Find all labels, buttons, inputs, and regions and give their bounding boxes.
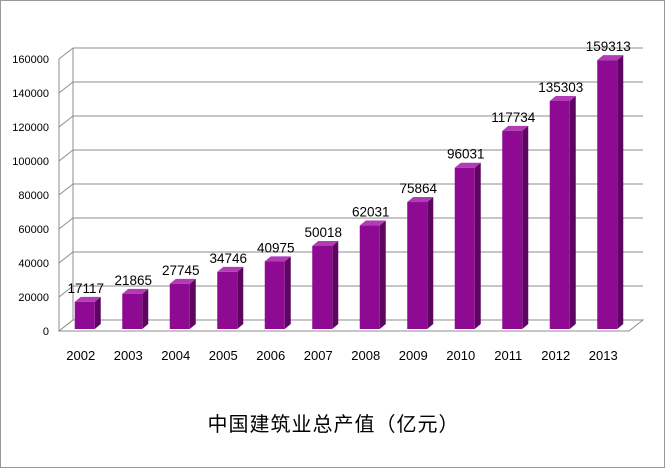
bar (74, 296, 101, 329)
y-tick-label: 120000 (12, 122, 49, 134)
data-label: 96031 (447, 147, 485, 162)
bar-side (237, 266, 244, 329)
y-tick-label: 60000 (18, 224, 49, 236)
bar-side (427, 197, 434, 329)
y-tick-label: 80000 (18, 190, 49, 202)
x-tick-label: 2013 (589, 348, 618, 363)
bar-front (169, 283, 190, 329)
y-tick-label: 100000 (12, 156, 49, 168)
y-tick-label: 40000 (18, 258, 49, 270)
x-tick-label: 2004 (161, 348, 190, 363)
data-label: 117734 (491, 110, 536, 125)
bar-top (169, 278, 196, 284)
data-label: 34746 (209, 251, 247, 266)
x-tick-label: 2002 (66, 348, 95, 363)
bar-front (217, 271, 238, 329)
x-tick-label: 2008 (351, 348, 380, 363)
x-tick-label: 2006 (256, 348, 285, 363)
bar-top (122, 288, 149, 294)
gridline-diag (58, 183, 74, 196)
bar-top (74, 296, 101, 302)
bar-top (217, 266, 244, 272)
bar-side (142, 288, 149, 329)
floor (57, 319, 645, 332)
bar-top (549, 95, 576, 101)
bar-top (264, 256, 291, 262)
x-tick-label: 2007 (304, 348, 333, 363)
y-tick-label: 0 (43, 326, 49, 338)
data-label: 135303 (538, 80, 583, 95)
y-tick-label: 160000 (12, 54, 49, 66)
bar-chart: 0 20000 40000 60000 80000 100000 120000 140000 1… (12, 39, 645, 363)
gridline-diag (58, 149, 74, 162)
bar (122, 288, 149, 329)
x-tick-label: 2012 (541, 348, 570, 363)
x-tick-label: 2010 (446, 348, 475, 363)
bar-front (264, 261, 285, 329)
bar (312, 240, 339, 329)
bar (264, 256, 291, 329)
data-label: 62031 (352, 205, 390, 220)
gridline-diag (58, 81, 74, 94)
bar-top (597, 55, 624, 61)
data-label: 50018 (304, 225, 342, 240)
bar-front (502, 130, 523, 329)
bar-side (332, 240, 339, 329)
gridline-diag (58, 285, 74, 298)
bar (169, 278, 196, 329)
bar-front (312, 245, 333, 329)
bars (74, 55, 624, 330)
chart-title: 中国建筑业总产值（亿元） (207, 412, 460, 436)
bar-top (454, 162, 481, 168)
bar (217, 266, 244, 329)
y-tick-label: 20000 (18, 292, 49, 304)
data-label: 159313 (586, 39, 631, 54)
bar-front (122, 293, 143, 329)
bar-top (502, 125, 529, 131)
y-tick-label: 140000 (12, 88, 49, 100)
bar-front (407, 202, 428, 329)
bar-front (597, 60, 618, 329)
data-label: 27745 (162, 263, 200, 278)
bar-side (94, 296, 101, 329)
bar-front (74, 301, 95, 329)
bar-side (379, 220, 386, 329)
bar-side (522, 125, 529, 329)
gridline-diag (58, 47, 74, 60)
data-label: 17117 (67, 281, 104, 296)
bar-side (284, 256, 291, 329)
data-label: 75864 (399, 181, 437, 196)
bar-top (407, 197, 434, 203)
x-tick-label: 2005 (209, 348, 238, 363)
bar-side (569, 95, 576, 330)
bar (502, 125, 529, 329)
bar-front (454, 167, 475, 329)
bar (359, 220, 386, 329)
x-tick-label: 2009 (399, 348, 428, 363)
bar-front (549, 100, 570, 330)
bar (454, 162, 481, 329)
bar (597, 55, 624, 329)
bar (549, 95, 576, 330)
x-tick-label: 2003 (114, 348, 143, 363)
gridline-diag (58, 251, 74, 264)
x-tick-label: 2011 (494, 348, 522, 363)
bar-top (312, 240, 339, 246)
gridline-diag (58, 115, 74, 128)
data-label: 21865 (114, 273, 152, 288)
bar-front (359, 225, 380, 329)
bar-top (359, 220, 386, 226)
bar-side (617, 55, 624, 329)
gridline-diag (58, 217, 74, 230)
bar (407, 197, 434, 329)
bar-side (189, 278, 196, 329)
data-label: 40975 (257, 240, 295, 255)
bar-side (474, 162, 481, 329)
